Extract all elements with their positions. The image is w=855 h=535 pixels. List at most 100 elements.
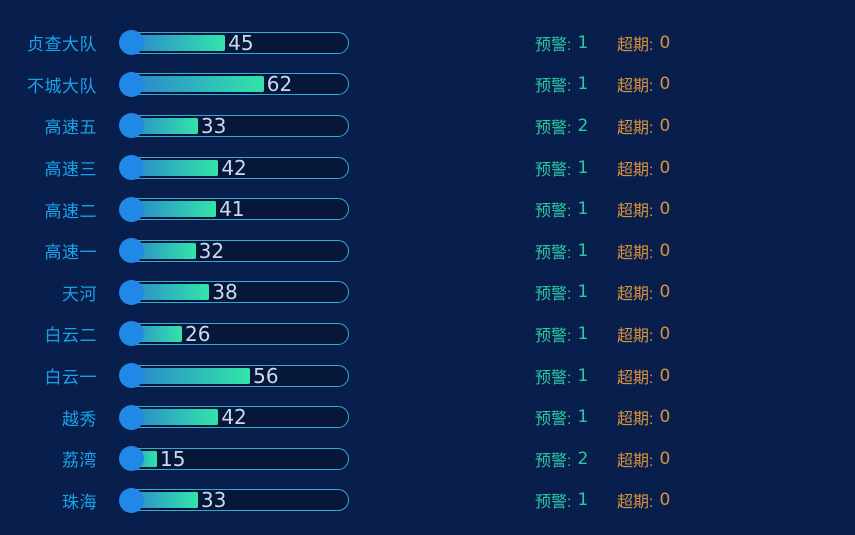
warning-stat: 预警: 1 bbox=[535, 197, 617, 221]
brigade-progress-chart: 贞查大队 45 预警: 1 超期: 0 不城大队 62 预警: 1 bbox=[0, 22, 855, 513]
warning-label: 预警: bbox=[535, 203, 572, 221]
bar-dot-icon bbox=[119, 30, 144, 56]
bar-track: 26 bbox=[119, 321, 349, 347]
bar-value: 33 bbox=[200, 113, 227, 138]
bar-fill bbox=[123, 284, 210, 301]
warning-label: 预警: bbox=[535, 327, 572, 345]
warning-value: 1 bbox=[577, 365, 589, 386]
chart-row: 贞查大队 45 预警: 1 超期: 0 bbox=[0, 22, 855, 64]
row-stats: 预警: 1 超期: 0 bbox=[535, 405, 670, 429]
bar-value: 42 bbox=[221, 405, 247, 430]
overdue-label: 超期: bbox=[617, 119, 654, 137]
warning-label: 预警: bbox=[535, 244, 572, 262]
bar-track: 62 bbox=[119, 71, 349, 97]
bar-value: 45 bbox=[228, 30, 254, 55]
category-label: 高速三 bbox=[44, 160, 97, 180]
warning-value: 1 bbox=[577, 74, 589, 95]
row-stats: 预警: 1 超期: 0 bbox=[535, 72, 670, 96]
overdue-value: 0 bbox=[659, 115, 671, 136]
bar-dot-icon bbox=[119, 113, 144, 139]
warning-stat: 预警: 1 bbox=[535, 364, 617, 388]
bar-dot-icon bbox=[119, 446, 144, 472]
category-label: 白云一 bbox=[44, 368, 97, 388]
bar-fill bbox=[123, 409, 219, 426]
category-label: 高速五 bbox=[44, 118, 97, 138]
warning-label: 预警: bbox=[535, 369, 572, 387]
overdue-value: 0 bbox=[659, 365, 671, 386]
overdue-value: 0 bbox=[659, 490, 671, 511]
bar-track: 56 bbox=[119, 363, 349, 389]
overdue-stat: 超期: 0 bbox=[617, 488, 670, 512]
overdue-value: 0 bbox=[659, 240, 671, 261]
warning-value: 1 bbox=[577, 407, 589, 428]
overdue-label: 超期: bbox=[617, 411, 654, 429]
overdue-stat: 超期: 0 bbox=[617, 239, 670, 263]
bar-value: 38 bbox=[212, 280, 238, 305]
bar-dot-icon bbox=[119, 487, 144, 513]
bar-value: 26 bbox=[185, 321, 211, 346]
warning-value: 1 bbox=[577, 282, 589, 303]
bar-track: 42 bbox=[119, 404, 349, 430]
bar-fill bbox=[123, 159, 219, 176]
bar-track: 38 bbox=[119, 279, 349, 305]
chart-row: 不城大队 62 预警: 1 超期: 0 bbox=[0, 64, 855, 106]
bar-track: 32 bbox=[119, 238, 349, 264]
warning-value: 2 bbox=[577, 448, 589, 469]
warning-stat: 预警: 1 bbox=[535, 239, 617, 263]
overdue-stat: 超期: 0 bbox=[617, 364, 670, 388]
warning-label: 预警: bbox=[535, 286, 572, 304]
warning-stat: 预警: 1 bbox=[535, 488, 617, 512]
overdue-label: 超期: bbox=[617, 244, 654, 262]
warning-label: 预警: bbox=[535, 411, 572, 429]
overdue-label: 超期: bbox=[617, 452, 654, 470]
bar-fill bbox=[123, 34, 226, 51]
chart-row: 荔湾 15 预警: 2 超期: 0 bbox=[0, 438, 855, 480]
overdue-value: 0 bbox=[659, 157, 671, 178]
overdue-value: 0 bbox=[659, 32, 671, 53]
warning-stat: 预警: 2 bbox=[535, 447, 617, 471]
category-label: 高速一 bbox=[44, 243, 97, 263]
overdue-value: 0 bbox=[659, 282, 671, 303]
warning-stat: 预警: 1 bbox=[535, 322, 617, 346]
bar-track: 42 bbox=[119, 155, 349, 181]
warning-stat: 预警: 1 bbox=[535, 405, 617, 429]
row-stats: 预警: 1 超期: 0 bbox=[535, 197, 670, 221]
chart-row: 白云二 26 预警: 1 超期: 0 bbox=[0, 313, 855, 355]
category-label: 珠海 bbox=[62, 492, 97, 512]
overdue-stat: 超期: 0 bbox=[617, 197, 670, 221]
warning-value: 1 bbox=[577, 323, 589, 344]
warning-value: 1 bbox=[577, 157, 589, 178]
overdue-value: 0 bbox=[659, 199, 671, 220]
row-stats: 预警: 1 超期: 0 bbox=[535, 322, 670, 346]
chart-row: 高速五 33 预警: 2 超期: 0 bbox=[0, 105, 855, 147]
bar-dot-icon bbox=[119, 71, 144, 97]
row-stats: 预警: 1 超期: 0 bbox=[535, 280, 670, 304]
overdue-stat: 超期: 0 bbox=[617, 114, 670, 138]
category-label: 高速二 bbox=[44, 201, 97, 221]
warning-value: 2 bbox=[577, 115, 589, 136]
bar-track: 15 bbox=[119, 446, 349, 472]
chart-row: 越秀 42 预警: 1 超期: 0 bbox=[0, 396, 855, 438]
bar-dot-icon bbox=[119, 363, 144, 389]
warning-stat: 预警: 1 bbox=[535, 31, 617, 55]
bar-track: 45 bbox=[119, 30, 349, 56]
category-label: 荔湾 bbox=[62, 451, 97, 471]
overdue-label: 超期: bbox=[617, 369, 654, 387]
warning-label: 预警: bbox=[535, 494, 572, 512]
warning-stat: 预警: 1 bbox=[535, 280, 617, 304]
overdue-value: 0 bbox=[659, 448, 671, 469]
warning-stat: 预警: 2 bbox=[535, 114, 617, 138]
warning-value: 1 bbox=[577, 240, 589, 261]
overdue-label: 超期: bbox=[617, 327, 654, 345]
category-label: 贞查大队 bbox=[27, 35, 97, 55]
category-label: 天河 bbox=[62, 284, 97, 304]
category-label: 不城大队 bbox=[27, 76, 97, 96]
overdue-stat: 超期: 0 bbox=[617, 156, 670, 180]
bar-track: 41 bbox=[119, 196, 349, 222]
overdue-value: 0 bbox=[659, 407, 671, 428]
warning-label: 预警: bbox=[535, 36, 572, 54]
overdue-stat: 超期: 0 bbox=[617, 447, 670, 471]
overdue-stat: 超期: 0 bbox=[617, 72, 670, 96]
bar-value: 41 bbox=[219, 197, 245, 222]
bar-fill bbox=[123, 201, 217, 218]
